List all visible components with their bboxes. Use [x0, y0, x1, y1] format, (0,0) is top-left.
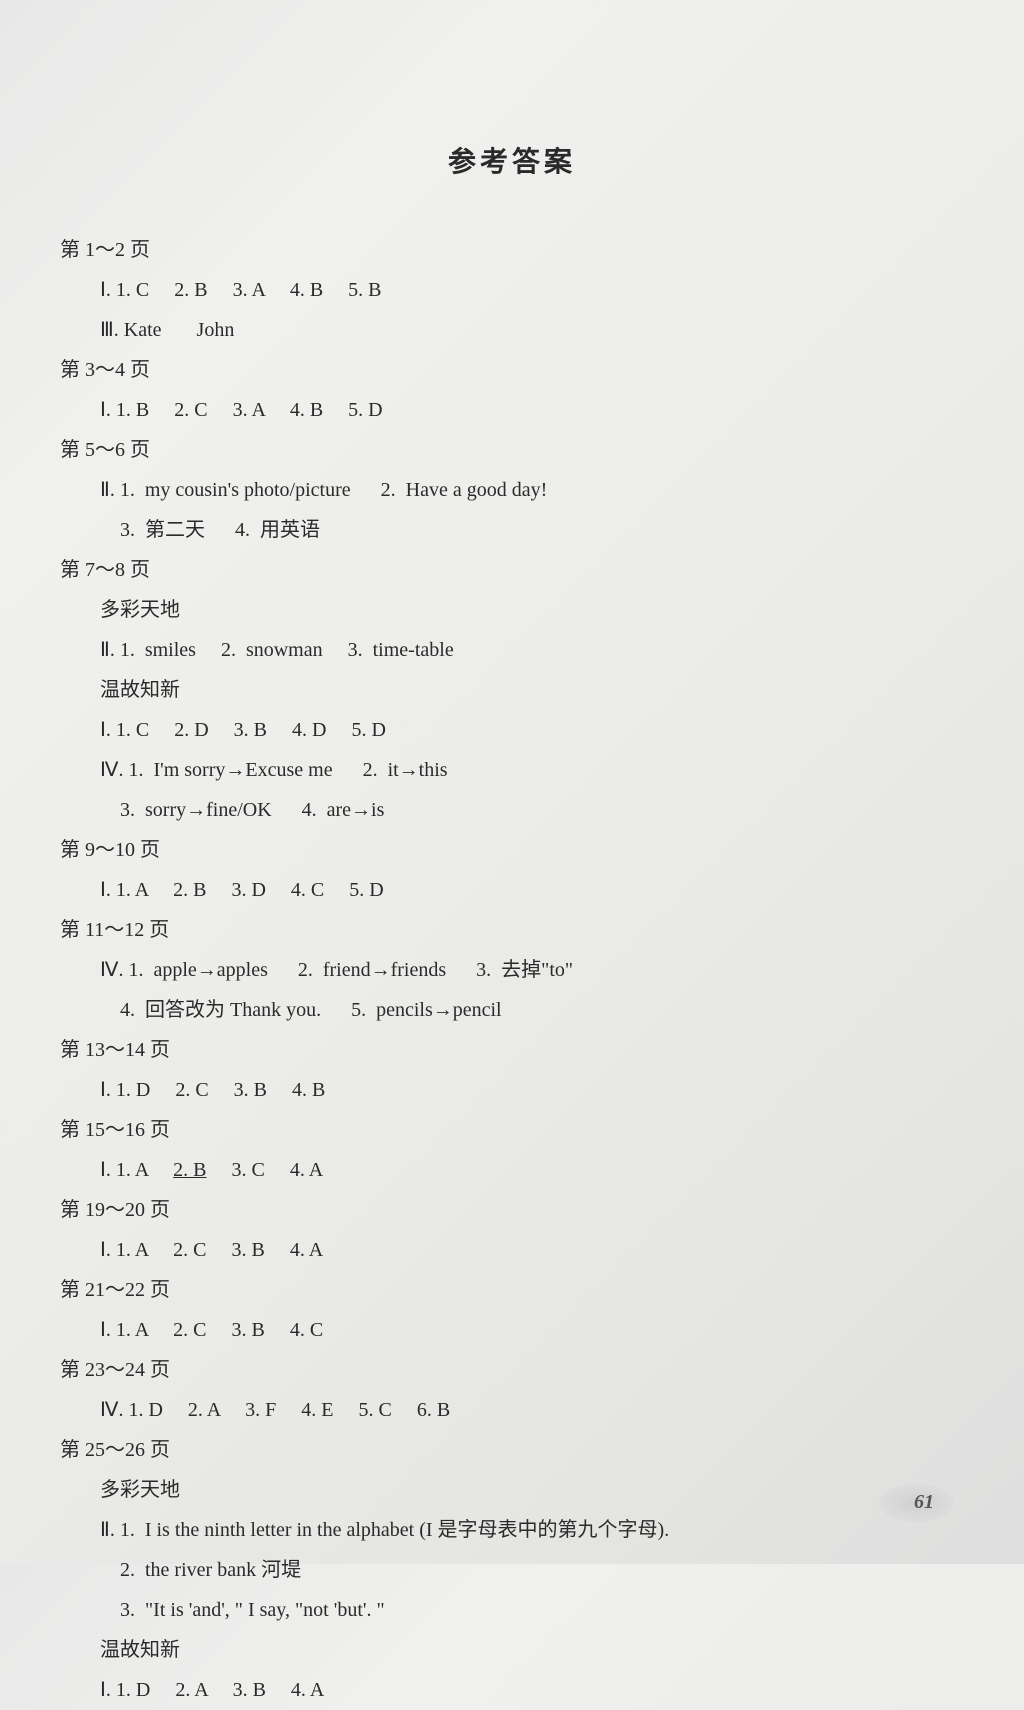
section-header: 第 1～2 页: [60, 230, 964, 270]
answer-line: Ⅳ. 1. I'm sorry→Excuse me 2. it→this: [100, 750, 964, 790]
answer-line: 3. sorry→fine/OK 4. are→is: [100, 790, 964, 830]
answer-line: 4. 回答改为 Thank you. 5. pencils→pencil: [100, 990, 964, 1030]
answer-line: Ⅰ. 1. A 2. B 3. C 4. A: [100, 1150, 964, 1190]
section-header: 第 5～6 页: [60, 430, 964, 470]
section-header: 第 11～12 页: [60, 910, 964, 950]
section-header: 第 9～10 页: [60, 830, 964, 870]
answer-line: 温故知新: [100, 1630, 964, 1670]
answer-line: Ⅰ. 1. D 2. C 3. B 4. B: [100, 1070, 964, 1110]
answer-line: Ⅰ. 1. C 2. B 3. A 4. B 5. B: [100, 270, 964, 310]
answer-line: 3. "It is 'and', " I say, "not 'but'. ": [100, 1590, 964, 1630]
page-title: 参考答案: [60, 140, 964, 180]
section-header: 第 13～14 页: [60, 1030, 964, 1070]
answer-line: Ⅰ. 1. C 2. D 3. B 4. D 5. D: [100, 710, 964, 750]
section-header: 第 21～22 页: [60, 1270, 964, 1310]
answer-line: Ⅰ. 1. A 2. B 3. D 4. C 5. D: [100, 870, 964, 910]
answer-line: Ⅱ. 1. smiles 2. snowman 3. time-table: [100, 630, 964, 670]
section-header: 第 19～20 页: [60, 1190, 964, 1230]
answer-line: 2. the river bank 河堤: [100, 1550, 964, 1590]
section-header: 第 23～24 页: [60, 1350, 964, 1390]
answer-line: Ⅳ. 1. D 2. A 3. F 4. E 5. C 6. B: [100, 1390, 964, 1430]
answer-line: 多彩天地: [100, 1470, 964, 1510]
section-header: 第 15～16 页: [60, 1110, 964, 1150]
answer-content: 第 1～2 页Ⅰ. 1. C 2. B 3. A 4. B 5. BⅢ. Kat…: [60, 230, 964, 1710]
answer-line: Ⅲ. Kate John: [100, 310, 964, 350]
answer-line: Ⅰ. 1. A 2. C 3. B 4. C: [100, 1310, 964, 1350]
answer-line: Ⅱ. 1. my cousin's photo/picture 2. Have …: [100, 470, 964, 510]
underlined-answer: 2. B: [173, 1159, 206, 1181]
section-header: 第 3～4 页: [60, 350, 964, 390]
section-header: 第 25～26 页: [60, 1430, 964, 1470]
section-header: 第 7～8 页: [60, 550, 964, 590]
page-number: 61: [914, 1491, 934, 1514]
answer-line: Ⅰ. 1. B 2. C 3. A 4. B 5. D: [100, 390, 964, 430]
answer-line: Ⅰ. 1. A 2. C 3. B 4. A: [100, 1230, 964, 1270]
answer-line: Ⅱ. 1. I is the ninth letter in the alpha…: [100, 1510, 964, 1550]
answer-line: 温故知新: [100, 670, 964, 710]
answer-line: 多彩天地: [100, 590, 964, 630]
answer-line: Ⅳ. 1. apple→apples 2. friend→friends 3. …: [100, 950, 964, 990]
answer-line: 3. 第二天 4. 用英语: [100, 510, 964, 550]
answer-line: Ⅰ. 1. D 2. A 3. B 4. A: [100, 1670, 964, 1710]
